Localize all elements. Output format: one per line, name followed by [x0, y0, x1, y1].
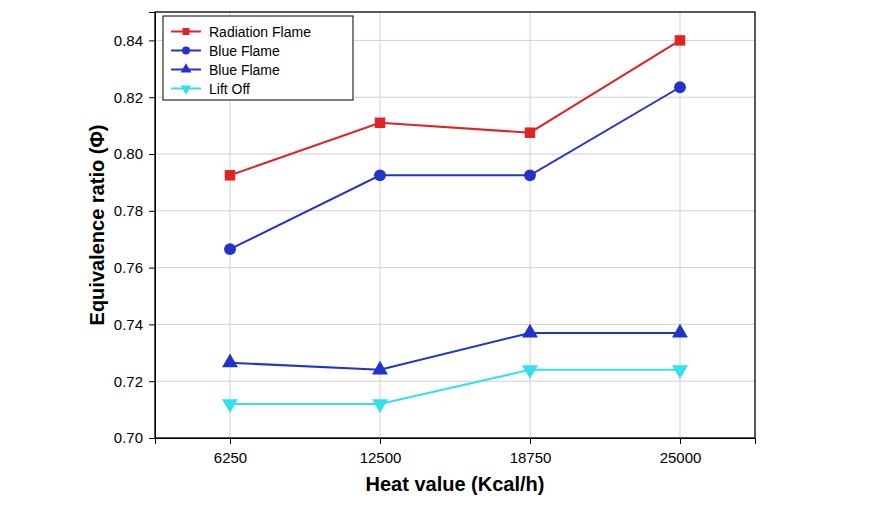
x-tick-mark: [380, 438, 381, 444]
point: [672, 324, 688, 338]
point: [222, 399, 238, 413]
y-tick: 0.72: [114, 373, 155, 390]
series-line: [230, 370, 680, 404]
point: [374, 169, 386, 181]
legend-label: Lift Off: [209, 81, 250, 97]
point: [672, 365, 688, 379]
grid-line: [155, 267, 755, 268]
series-line: [230, 87, 680, 249]
series-line: [230, 333, 680, 370]
point: [524, 169, 536, 181]
y-tick-label: 0.76: [114, 259, 143, 276]
point: [222, 354, 238, 368]
x-tick-mark: [530, 438, 531, 444]
y-tick-label: 0.74: [114, 316, 143, 333]
y-tick-mark: [149, 97, 155, 98]
x-tick: 6250: [214, 438, 247, 466]
y-tick-label: 0.78: [114, 202, 143, 219]
y-tick-mark: [149, 381, 155, 382]
point: [372, 399, 388, 413]
grid-line: [155, 381, 755, 382]
x-tick-mark: [230, 438, 231, 444]
y-tick-mark: [149, 40, 155, 41]
x-axis-line: [156, 439, 756, 445]
y-axis-title: Equivalence ratio (Φ): [86, 125, 108, 326]
legend-marker: [182, 47, 190, 55]
x-axis-title: Heat value (Kcal/h): [366, 473, 545, 495]
y-tick: 0.82: [114, 89, 155, 106]
point: [525, 127, 535, 137]
grid-line: [155, 210, 755, 211]
grid-line: [155, 324, 755, 325]
y-tick-mark: [149, 438, 155, 439]
point: [675, 35, 685, 45]
grid: [155, 12, 755, 438]
legend-marker: [181, 63, 192, 72]
x-axis: 6250 12500 18750 25000: [156, 438, 756, 466]
y-tick: 0.84: [114, 32, 155, 49]
y-tick-label: 0.82: [114, 89, 143, 106]
y-tick-label: 0.80: [114, 145, 143, 162]
y-tick-label: 0.84: [114, 32, 143, 49]
y-tick-mark: [149, 268, 155, 269]
y-tick: 0.78: [114, 202, 155, 219]
x-tick: 25000: [660, 438, 702, 466]
x-tick-label: 18750: [510, 449, 552, 466]
point: [522, 324, 538, 338]
y-tick-label: 0.72: [114, 373, 143, 390]
point: [674, 81, 686, 93]
legend-marker: [182, 28, 189, 35]
x-tick-label: 12500: [360, 449, 402, 466]
x-tick-mark: [680, 438, 681, 444]
legend-marker: [181, 85, 192, 94]
plot: 62501250018750250000.700.720.740.760.780…: [114, 12, 756, 466]
legend: Radiation Flame Blue Flame Blue Flame Lift …: [163, 16, 353, 100]
point: [372, 361, 388, 375]
y-tick: 0.80: [114, 145, 155, 162]
chart: 62501250018750250000.700.720.740.760.780…: [0, 0, 877, 509]
y-tick-mark: [149, 211, 155, 212]
legend-label: Blue Flame: [209, 62, 280, 78]
point: [224, 243, 236, 255]
x-tick-label: 25000: [660, 449, 702, 466]
frame: [155, 12, 755, 438]
y-tick: 0.74: [114, 316, 155, 333]
y-tick-label: 0.70: [114, 429, 143, 446]
point: [375, 118, 385, 128]
y-tick-mark: [149, 154, 155, 155]
point: [225, 170, 235, 180]
y-axis: 0.70 0.72 0.74 0.76 0.78 0.80 0.82 0.84: [114, 13, 156, 447]
y-tick: 0.70: [114, 429, 155, 446]
point: [522, 365, 538, 379]
y-tick-mark: [149, 324, 155, 325]
x-tick: 12500: [360, 438, 402, 466]
legend-box: [163, 16, 353, 100]
legend-label: Blue Flame: [209, 43, 280, 59]
y-axis-line: [149, 13, 156, 439]
grid-line: [155, 154, 755, 155]
x-tick-label: 6250: [214, 449, 247, 466]
y-tick: 0.76: [114, 259, 155, 276]
x-tick: 18750: [510, 438, 552, 466]
legend-label: Radiation Flame: [209, 24, 311, 40]
